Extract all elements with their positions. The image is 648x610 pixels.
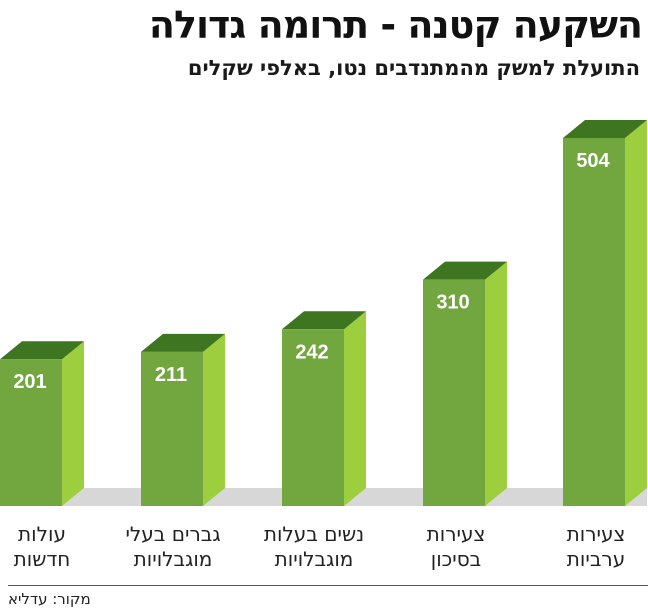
chart-baseline <box>8 585 648 586</box>
category-label: צעירות ערביות <box>550 522 642 572</box>
source-note: מקור: עדליא <box>8 590 91 608</box>
category-label-line: מוגבלויות <box>274 547 354 571</box>
bar-front <box>423 279 485 506</box>
bar-value-label: 242 <box>295 341 328 363</box>
bar-top <box>0 341 84 360</box>
bar-top <box>563 120 647 138</box>
category-label-line: נשים בעלות <box>263 522 365 546</box>
category-label-line: בסיכון <box>430 547 482 571</box>
bar-front <box>282 329 344 506</box>
category-label: נשים בעלות מוגבלויות <box>247 522 381 572</box>
chart-title: השקעה קטנה - תרומה גדולה <box>148 3 643 47</box>
bar-4: 310 <box>423 261 507 506</box>
bar-top <box>141 333 225 352</box>
category-label-line: חדשות <box>13 547 71 571</box>
category-label-line: ערביות <box>566 547 626 571</box>
bar-2: 211 <box>141 333 225 506</box>
bar-side <box>203 333 225 506</box>
category-label-line: צעירות <box>566 522 626 546</box>
bar-front <box>141 351 203 506</box>
bar-value-label: 310 <box>436 292 469 314</box>
bar-value-label: 504 <box>576 150 610 172</box>
category-label-line: גברים בעלי <box>125 522 221 546</box>
bar-side <box>485 261 507 506</box>
bar-front <box>563 138 625 506</box>
bar-5: 504 <box>563 120 647 506</box>
bar-side <box>62 341 84 506</box>
bar-value-label: 201 <box>13 371 46 393</box>
category-label-line: צעירות <box>426 522 486 546</box>
bar-side <box>625 120 647 506</box>
category-label: גברים בעלי מוגבלויות <box>106 522 240 572</box>
bar-front <box>0 359 62 506</box>
bar-value-label: 211 <box>155 364 187 386</box>
bar-3: 242 <box>282 311 366 506</box>
category-label-line: עולות <box>18 522 66 546</box>
category-label: צעירות בסיכון <box>401 522 511 572</box>
bar-top <box>282 311 366 330</box>
category-label-line: מוגבלויות <box>133 547 213 571</box>
bar-side <box>344 311 366 506</box>
category-label: עולות חדשות <box>0 522 84 572</box>
chart-subtitle: התועלת למשק מהמתנדבים נטו, באלפי שקלים <box>187 56 640 80</box>
bar-top <box>423 261 507 280</box>
bar-1: 201 <box>0 341 84 506</box>
